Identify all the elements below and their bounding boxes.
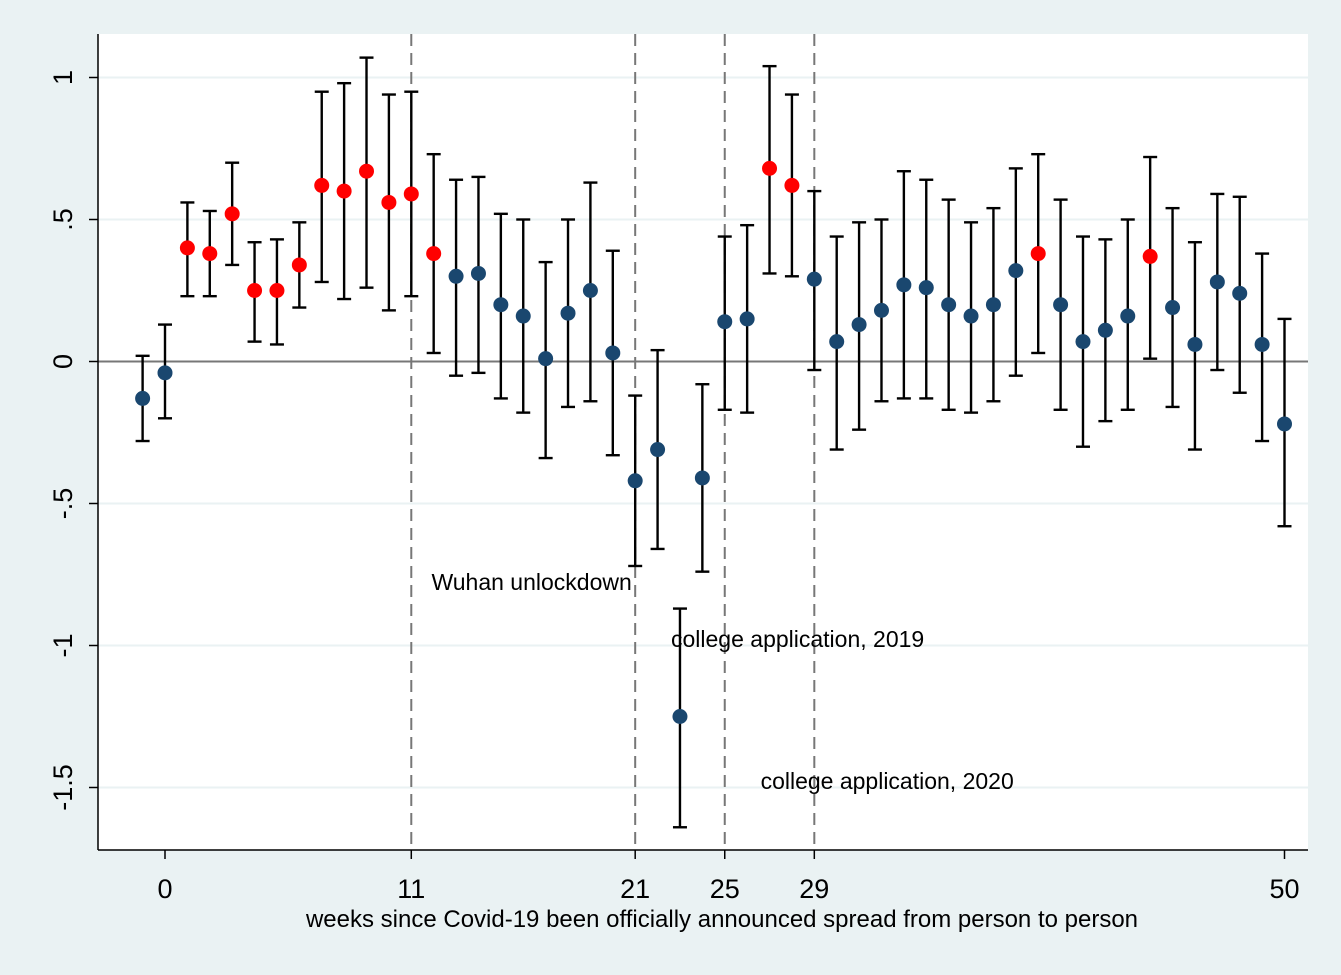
point-insignificant [1008, 263, 1024, 279]
point-significant [179, 240, 195, 256]
point-insignificant [493, 297, 509, 313]
x-tick-label: 29 [799, 874, 829, 904]
point-insignificant [515, 308, 531, 324]
point-significant [314, 177, 330, 193]
point-insignificant [560, 305, 576, 321]
point-significant [426, 246, 442, 262]
y-tick-label: 1 [48, 70, 78, 85]
point-significant [202, 246, 218, 262]
point-insignificant [135, 390, 151, 406]
point-insignificant [1209, 274, 1225, 290]
point-insignificant [1232, 285, 1248, 301]
y-tick-label: 0 [48, 354, 78, 369]
annotation-label: college application, 2019 [671, 626, 924, 652]
point-insignificant [650, 442, 666, 458]
point-insignificant [941, 297, 957, 313]
point-insignificant [1097, 322, 1113, 338]
point-insignificant [627, 473, 643, 489]
point-significant [1142, 248, 1158, 264]
point-insignificant [1053, 297, 1069, 313]
point-significant [224, 206, 240, 222]
point-insignificant [739, 311, 755, 327]
point-significant [403, 186, 419, 202]
x-tick-label: 50 [1269, 874, 1299, 904]
point-insignificant [448, 268, 464, 284]
point-insignificant [918, 280, 934, 296]
point-significant [784, 177, 800, 193]
point-insignificant [963, 308, 979, 324]
point-insignificant [605, 345, 621, 361]
point-significant [381, 194, 397, 210]
point-insignificant [538, 351, 554, 367]
point-insignificant [1120, 308, 1136, 324]
point-insignificant [1187, 336, 1203, 352]
point-insignificant [1254, 336, 1270, 352]
point-insignificant [1075, 334, 1091, 350]
point-significant [1030, 246, 1046, 262]
point-insignificant [470, 265, 486, 281]
tick-labels: 1 .5 0 -.5 -1 -1.5 0 11 21 25 29 50 [48, 70, 1300, 904]
point-insignificant [672, 709, 688, 724]
y-tick-label: .5 [48, 208, 78, 231]
x-tick-label: 21 [620, 874, 650, 904]
y-tick-label: -1.5 [48, 764, 78, 811]
point-significant [762, 160, 778, 176]
annotation-label: Wuhan unlockdown [431, 569, 631, 595]
point-significant [291, 257, 307, 273]
point-significant [336, 183, 352, 199]
point-significant [359, 163, 375, 179]
point-insignificant [829, 334, 845, 350]
point-insignificant [1165, 300, 1181, 316]
point-significant [247, 283, 263, 298]
point-insignificant [157, 365, 173, 381]
x-tick-label: 25 [710, 874, 740, 904]
x-axis-label: weeks since Covid-19 been officially ann… [305, 906, 1138, 933]
axes [97, 34, 1308, 851]
y-tick-label: -1 [48, 633, 78, 657]
point-insignificant [896, 277, 912, 293]
point-insignificant [985, 297, 1001, 313]
point-insignificant [806, 271, 822, 287]
y-tick-label: -.5 [48, 488, 78, 520]
point-insignificant [717, 314, 733, 330]
annotation-label: college application, 2020 [761, 768, 1014, 794]
point-significant [269, 283, 285, 298]
x-tick-label: 0 [157, 874, 172, 904]
x-tick-label: 11 [397, 874, 425, 904]
point-insignificant [851, 317, 867, 333]
point-insignificant [582, 283, 598, 298]
point-insignificant [873, 302, 889, 318]
point-insignificant [694, 470, 710, 486]
annotations: Wuhan unlockdown college application, 201… [431, 569, 1013, 794]
point-estimates [135, 160, 1292, 724]
point-insignificant [1277, 416, 1292, 432]
